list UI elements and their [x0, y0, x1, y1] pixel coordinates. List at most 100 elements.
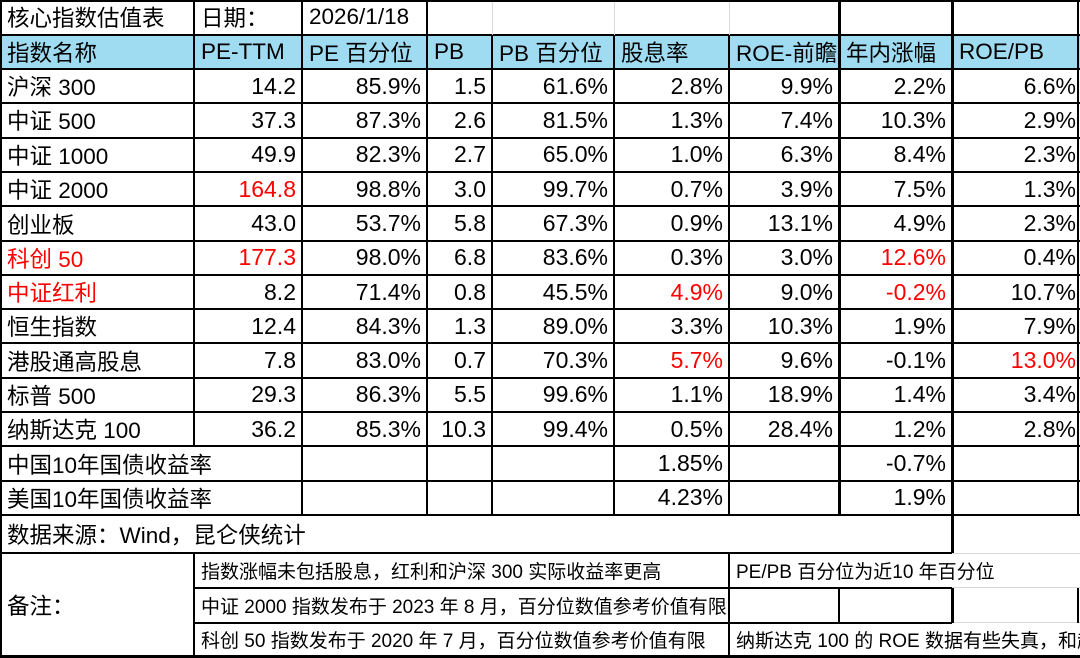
value-cell[interactable]: 1.3 — [454, 312, 486, 339]
value-cell[interactable]: 0.9% — [670, 210, 723, 237]
value-cell[interactable]: 29.3 — [251, 381, 296, 408]
value-cell[interactable]: 1.5 — [454, 72, 486, 99]
value-cell[interactable]: 10.3% — [767, 312, 833, 339]
value-cell[interactable]: 53.7% — [355, 210, 421, 237]
value-cell[interactable]: 0.5% — [670, 415, 723, 442]
value-cell[interactable]: 0.3% — [670, 244, 723, 271]
column-header-6[interactable]: ROE-前瞻 — [736, 40, 838, 66]
bond-ytd-cell[interactable]: -0.7% — [885, 450, 946, 477]
column-header-8[interactable]: ROE/PB — [959, 38, 1045, 64]
value-cell[interactable]: 6.3% — [780, 141, 833, 168]
value-cell[interactable]: 0.8 — [454, 278, 486, 305]
index-name-cell[interactable]: 中证红利 — [7, 281, 98, 307]
value-cell[interactable]: -0.2% — [885, 278, 946, 305]
value-cell[interactable]: 2.8% — [670, 72, 723, 99]
data-source-cell[interactable]: 数据来源：Wind，昆仑侠统计 — [7, 523, 306, 549]
column-header-1[interactable]: PE-TTM — [201, 38, 285, 64]
value-cell[interactable]: 4.9% — [893, 210, 946, 237]
index-name-cell[interactable]: 中证 500 — [7, 109, 96, 135]
value-cell[interactable]: 2.3% — [1023, 141, 1076, 168]
value-cell[interactable]: 3.4% — [1023, 381, 1076, 408]
value-cell[interactable]: 1.9% — [893, 312, 946, 339]
value-cell[interactable]: 1.3% — [670, 106, 723, 133]
value-cell[interactable]: 81.5% — [542, 106, 608, 133]
value-cell[interactable]: 1.4% — [893, 381, 946, 408]
bond-yield-cell[interactable]: 1.85% — [657, 450, 723, 477]
value-cell[interactable]: 7.5% — [893, 175, 946, 202]
note-text-cell[interactable]: 指数涨幅未包括股息，红利和沪深 300 实际收益率更高 — [201, 561, 662, 583]
index-name-cell[interactable]: 标普 500 — [7, 383, 96, 409]
value-cell[interactable]: 2.8% — [1023, 415, 1076, 442]
value-cell[interactable]: 6.8 — [454, 244, 486, 271]
note-text-cell[interactable]: 中证 2000 指数发布于 2023 年 8 月，百分位数值参考价值有限 — [201, 596, 727, 618]
side-note-cell[interactable]: PE/PB 百分位为近10 年百分位 — [736, 561, 995, 583]
value-cell[interactable]: 3.0 — [454, 175, 486, 202]
value-cell[interactable]: 5.7% — [670, 347, 723, 374]
value-cell[interactable]: 9.6% — [780, 347, 833, 374]
index-name-cell[interactable]: 纳斯达克 100 — [7, 418, 141, 444]
table-title[interactable]: 核心指数估值表 — [7, 6, 165, 32]
value-cell[interactable]: 7.9% — [1023, 312, 1076, 339]
value-cell[interactable]: 45.5% — [542, 278, 608, 305]
value-cell[interactable]: 3.3% — [670, 312, 723, 339]
column-header-3[interactable]: PB — [434, 38, 465, 64]
value-cell[interactable]: 99.7% — [542, 175, 608, 202]
index-name-cell[interactable]: 创业板 — [7, 212, 75, 238]
value-cell[interactable]: 7.4% — [780, 106, 833, 133]
value-cell[interactable]: 14.2 — [251, 72, 296, 99]
value-cell[interactable]: 83.0% — [355, 347, 421, 374]
date-label[interactable]: 日期： — [201, 6, 269, 32]
value-cell[interactable]: 70.3% — [542, 347, 608, 374]
index-name-cell[interactable]: 恒生指数 — [7, 315, 98, 341]
value-cell[interactable]: 98.0% — [355, 244, 421, 271]
value-cell[interactable]: 2.9% — [1023, 106, 1076, 133]
value-cell[interactable]: 18.9% — [767, 381, 833, 408]
index-name-cell[interactable]: 科创 50 — [7, 246, 84, 272]
value-cell[interactable]: 28.4% — [767, 415, 833, 442]
value-cell[interactable]: 10.3 — [441, 415, 486, 442]
value-cell[interactable]: 99.6% — [542, 381, 608, 408]
side-note-cell[interactable]: 纳斯达克 100 的 ROE 数据有些失真，和趋 — [736, 630, 1080, 652]
value-cell[interactable]: 61.6% — [542, 72, 608, 99]
value-cell[interactable]: 2.7 — [454, 141, 486, 168]
value-cell[interactable]: 99.4% — [542, 415, 608, 442]
value-cell[interactable]: 1.0% — [670, 141, 723, 168]
index-name-cell[interactable]: 中证 2000 — [7, 178, 109, 204]
value-cell[interactable]: 13.0% — [1010, 347, 1076, 374]
column-header-0[interactable]: 指数名称 — [7, 40, 98, 66]
value-cell[interactable]: 3.0% — [780, 244, 833, 271]
value-cell[interactable]: 86.3% — [355, 381, 421, 408]
value-cell[interactable]: 82.3% — [355, 141, 421, 168]
value-cell[interactable]: 85.9% — [355, 72, 421, 99]
value-cell[interactable]: 12.4 — [251, 312, 296, 339]
column-header-4[interactable]: PB 百分位 — [499, 40, 603, 66]
bond-label-cell[interactable]: 中国10年国债收益率 — [7, 452, 213, 478]
value-cell[interactable]: 164.8 — [238, 175, 296, 202]
column-header-5[interactable]: 股息率 — [621, 40, 689, 66]
value-cell[interactable]: 2.2% — [893, 72, 946, 99]
value-cell[interactable]: 0.7% — [670, 175, 723, 202]
value-cell[interactable]: 10.3% — [880, 106, 946, 133]
value-cell[interactable]: 98.8% — [355, 175, 421, 202]
value-cell[interactable]: 67.3% — [542, 210, 608, 237]
bond-ytd-cell[interactable]: 1.9% — [893, 484, 946, 511]
value-cell[interactable]: 65.0% — [542, 141, 608, 168]
note-text-cell[interactable]: 科创 50 指数发布于 2020 年 7 月，百分位数值参考价值有限 — [201, 630, 706, 652]
value-cell[interactable]: -0.1% — [885, 347, 946, 374]
column-header-2[interactable]: PE 百分位 — [309, 40, 413, 66]
value-cell[interactable]: 6.6% — [1023, 72, 1076, 99]
value-cell[interactable]: 5.8 — [454, 210, 486, 237]
index-name-cell[interactable]: 港股通高股息 — [7, 349, 143, 375]
value-cell[interactable]: 9.9% — [780, 72, 833, 99]
value-cell[interactable]: 37.3 — [251, 106, 296, 133]
value-cell[interactable]: 0.4% — [1023, 244, 1076, 271]
bond-label-cell[interactable]: 美国10年国债收益率 — [7, 486, 213, 512]
value-cell[interactable]: 3.9% — [780, 175, 833, 202]
value-cell[interactable]: 1.3% — [1023, 175, 1076, 202]
value-cell[interactable]: 9.0% — [780, 278, 833, 305]
index-name-cell[interactable]: 中证 1000 — [7, 143, 109, 169]
value-cell[interactable]: 5.5 — [454, 381, 486, 408]
value-cell[interactable]: 49.9 — [251, 141, 296, 168]
value-cell[interactable]: 4.9% — [670, 278, 723, 305]
notes-label-cell[interactable]: 备注： — [7, 593, 75, 619]
